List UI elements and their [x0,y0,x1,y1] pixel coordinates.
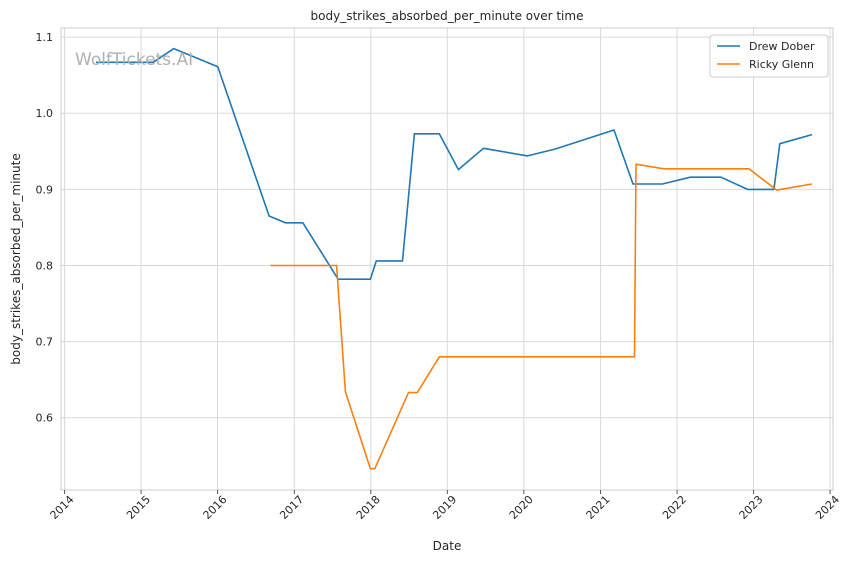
data-point [635,163,637,165]
x-tick-label: 2022 [660,493,689,522]
data-point [596,356,598,358]
x-tick-label: 2020 [507,493,536,522]
series-line-ricky-glenn [270,163,813,470]
data-point [747,189,749,191]
data-point [439,133,441,135]
data-point [304,265,306,267]
y-tick-label: 1.0 [36,107,54,120]
y-axis-ticks: 0.6 0.7 0.8 0.9 1.0 1.1 [36,31,54,425]
data-point [478,356,480,358]
data-point [414,133,416,135]
data-point [270,265,272,267]
y-tick-label: 0.6 [36,412,54,425]
data-point [703,168,705,170]
x-tick-label: 2017 [277,493,306,522]
y-tick-label: 0.9 [36,183,54,196]
data-point [217,66,219,68]
data-point [779,143,781,145]
grid [61,28,833,490]
data-point [690,176,692,178]
legend-label: Drew Dober [749,40,815,53]
data-point [527,155,529,157]
series-group [96,47,813,470]
legend-label: Ricky Glenn [749,58,814,71]
data-point [402,260,404,262]
x-tick-label: 2016 [201,493,230,522]
data-point [634,356,636,358]
data-point [748,168,750,170]
series-line-drew-dober [96,47,813,281]
chart-title: body_strikes_absorbed_per_minute over ti… [311,9,584,23]
data-point [555,148,557,150]
data-point [776,189,778,191]
data-point [811,134,813,136]
data-point [408,392,410,394]
data-point [376,260,378,262]
y-tick-label: 0.8 [36,259,54,272]
data-point [374,468,376,470]
x-tick-label: 2019 [430,493,459,522]
x-tick-label: 2014 [48,493,77,522]
x-tick-label: 2018 [354,493,383,522]
x-tick-label: 2021 [584,493,613,522]
data-point [458,169,460,171]
data-point [811,183,813,185]
data-point [632,183,634,185]
data-point [370,468,372,470]
data-point [336,265,338,267]
legend: Drew Dober Ricky Glenn [709,34,829,78]
x-axis-title: Date [433,539,462,553]
x-tick-label: 2023 [737,493,766,522]
data-point [663,168,665,170]
data-point [345,391,347,393]
data-point [285,222,287,224]
data-point [268,215,270,217]
y-tick-label: 0.7 [36,336,54,349]
data-point [439,356,441,358]
x-tick-label: 2015 [124,493,153,522]
data-point [613,129,615,131]
data-point [417,392,419,394]
data-point [720,176,722,178]
data-point [302,222,304,224]
data-point [370,278,372,280]
data-point [662,183,664,185]
y-axis-title: body_strikes_absorbed_per_minute [9,153,23,364]
data-point [533,356,535,358]
y-tick-label: 1.1 [36,31,54,44]
x-axis-ticks: 2014 2015 2016 2017 2018 2019 2020 2021 2022 2023… [48,490,842,522]
data-point [483,148,485,150]
watermark: WolfTickets.AI [75,50,193,70]
x-tick-label: 2024 [813,493,842,522]
